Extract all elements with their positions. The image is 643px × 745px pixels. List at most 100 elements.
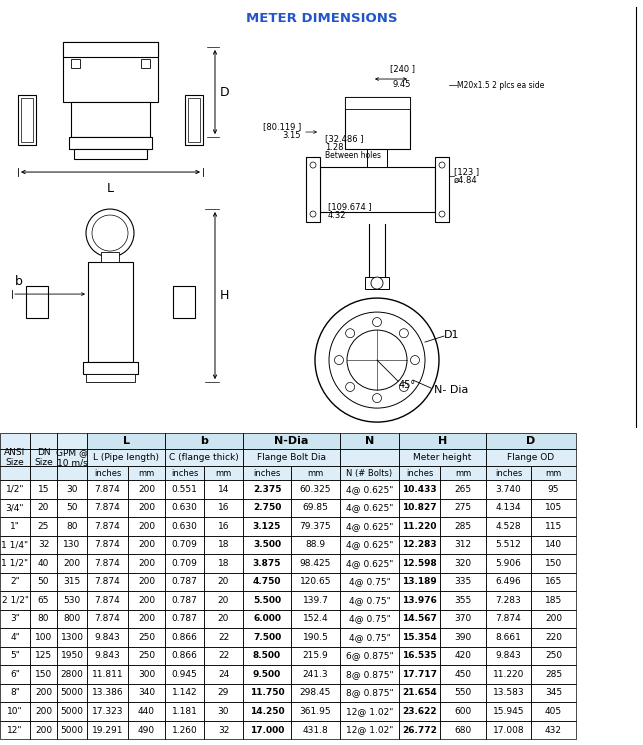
Text: 220: 220 bbox=[545, 633, 562, 642]
Text: 4@ 0.625": 4@ 0.625" bbox=[346, 559, 393, 568]
Text: 3.740: 3.740 bbox=[496, 485, 521, 494]
Text: 14.567: 14.567 bbox=[402, 615, 437, 624]
Text: 3/4": 3/4" bbox=[6, 504, 24, 513]
Text: inches: inches bbox=[171, 469, 198, 478]
Bar bbox=[531, 628, 576, 647]
Text: 2.750: 2.750 bbox=[253, 504, 281, 513]
Text: 5.500: 5.500 bbox=[253, 596, 281, 605]
Text: 15.945: 15.945 bbox=[493, 707, 524, 716]
Bar bbox=[486, 628, 531, 647]
Bar bbox=[87, 628, 128, 647]
Bar bbox=[243, 609, 291, 628]
Bar bbox=[340, 554, 399, 573]
Bar bbox=[243, 517, 291, 536]
Bar bbox=[30, 628, 57, 647]
Bar bbox=[440, 536, 486, 554]
Text: 95: 95 bbox=[548, 485, 559, 494]
Bar bbox=[291, 647, 340, 665]
Text: L: L bbox=[123, 436, 129, 446]
Bar bbox=[57, 684, 87, 703]
Text: 4@ 0.625": 4@ 0.625" bbox=[346, 485, 393, 494]
Bar bbox=[399, 466, 440, 480]
Text: 7.283: 7.283 bbox=[496, 596, 521, 605]
Text: 355: 355 bbox=[455, 596, 471, 605]
Bar bbox=[57, 449, 87, 466]
Bar bbox=[486, 433, 576, 449]
Bar bbox=[340, 592, 399, 609]
Text: 7.874: 7.874 bbox=[95, 504, 120, 513]
Bar bbox=[399, 665, 440, 684]
Text: 200: 200 bbox=[138, 559, 155, 568]
Bar bbox=[486, 466, 531, 480]
Bar bbox=[531, 573, 576, 592]
Bar bbox=[30, 592, 57, 609]
Text: 200: 200 bbox=[138, 540, 155, 549]
Bar bbox=[204, 517, 243, 536]
Bar bbox=[243, 609, 291, 628]
Bar bbox=[340, 609, 399, 628]
Bar bbox=[399, 536, 440, 554]
Text: 432: 432 bbox=[545, 726, 562, 735]
Bar bbox=[399, 536, 440, 554]
Bar bbox=[0, 573, 30, 592]
Bar bbox=[440, 703, 486, 720]
Bar bbox=[399, 647, 440, 665]
Bar bbox=[0, 466, 30, 480]
Text: 10.433: 10.433 bbox=[402, 485, 437, 494]
Text: 7.874: 7.874 bbox=[95, 522, 120, 531]
Text: 5000: 5000 bbox=[60, 707, 84, 716]
Text: 405: 405 bbox=[545, 707, 562, 716]
Bar bbox=[204, 466, 243, 480]
Text: 9.843: 9.843 bbox=[95, 651, 120, 661]
Bar bbox=[531, 536, 576, 554]
Text: 9.843: 9.843 bbox=[95, 633, 120, 642]
Bar bbox=[486, 573, 531, 592]
Bar bbox=[88, 262, 133, 362]
Text: 45°: 45° bbox=[399, 380, 416, 390]
Bar bbox=[165, 592, 204, 609]
Circle shape bbox=[329, 312, 425, 408]
Bar bbox=[0, 628, 30, 647]
Bar bbox=[128, 628, 165, 647]
Text: 30: 30 bbox=[66, 485, 78, 494]
Text: L: L bbox=[107, 182, 114, 195]
Bar bbox=[340, 720, 399, 739]
Bar bbox=[399, 592, 440, 609]
Text: Flange Bolt Dia: Flange Bolt Dia bbox=[257, 453, 326, 462]
Bar bbox=[486, 498, 531, 517]
Bar bbox=[486, 554, 531, 573]
Text: 1/2": 1/2" bbox=[6, 485, 24, 494]
Circle shape bbox=[439, 211, 445, 217]
Bar bbox=[486, 536, 531, 554]
Bar bbox=[291, 665, 340, 684]
Bar bbox=[291, 592, 340, 609]
Text: 152.4: 152.4 bbox=[303, 615, 329, 624]
Text: 6@ 0.875": 6@ 0.875" bbox=[346, 651, 394, 661]
Text: 7.874: 7.874 bbox=[95, 596, 120, 605]
Bar bbox=[291, 684, 340, 703]
Bar bbox=[57, 684, 87, 703]
Bar bbox=[320, 167, 435, 212]
Bar bbox=[87, 720, 128, 739]
Bar bbox=[57, 609, 87, 628]
Bar bbox=[0, 449, 30, 466]
Bar bbox=[340, 517, 399, 536]
Text: 7.874: 7.874 bbox=[496, 615, 521, 624]
Text: 420: 420 bbox=[455, 651, 471, 661]
Text: 5000: 5000 bbox=[60, 726, 84, 735]
Text: 4@ 0.625": 4@ 0.625" bbox=[346, 540, 393, 549]
Text: 3.875: 3.875 bbox=[253, 559, 281, 568]
Text: 200: 200 bbox=[35, 707, 52, 716]
Text: 32: 32 bbox=[38, 540, 49, 549]
Bar bbox=[531, 517, 576, 536]
Text: 80: 80 bbox=[66, 522, 78, 531]
Text: 300: 300 bbox=[138, 670, 155, 679]
Bar bbox=[63, 42, 158, 57]
Bar bbox=[243, 684, 291, 703]
Text: 2800: 2800 bbox=[60, 670, 84, 679]
Bar bbox=[204, 609, 243, 628]
Bar bbox=[291, 609, 340, 628]
Bar bbox=[57, 647, 87, 665]
Bar bbox=[30, 433, 57, 449]
Bar bbox=[243, 554, 291, 573]
